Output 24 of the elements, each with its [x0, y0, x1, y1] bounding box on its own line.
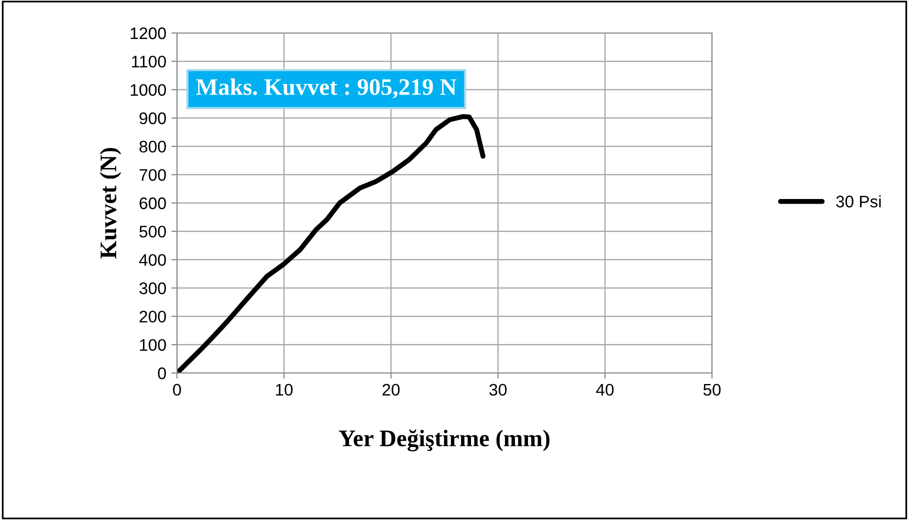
- line-series: [177, 114, 486, 373]
- y-tick-label: 0: [158, 367, 166, 380]
- y-tick-label: 500: [139, 226, 166, 238]
- x-tick-label: 0: [173, 384, 181, 396]
- y-tick-label: 300: [139, 282, 166, 294]
- x-tick-label: 30: [489, 384, 507, 396]
- y-tick-label: 400: [139, 254, 166, 266]
- x-tick-label: 10: [276, 384, 293, 396]
- y-tick-label: 900: [140, 112, 166, 124]
- annotation: Maks. Kuvvet : 905,219 N: [196, 78, 456, 98]
- y-tick-label: 700: [140, 169, 166, 181]
- x-axis-title: Yer Değiştirme (mm): [338, 430, 550, 452]
- y-axis-title: Kuvvet (N): [100, 148, 122, 259]
- y-tick-label: 1200: [130, 27, 166, 40]
- legend-label: 30 Psi: [836, 195, 881, 208]
- y-tick-label: 100: [140, 339, 166, 351]
- y-tick-label: 800: [140, 140, 166, 153]
- y-tick-label: 200: [140, 310, 166, 323]
- y-tick-label: 1000: [130, 84, 166, 96]
- y-tick-label: 1100: [132, 56, 166, 68]
- y-tick-label: 600: [140, 197, 166, 210]
- x-tick-label: 20: [382, 384, 400, 396]
- x-tick-label: 50: [703, 384, 721, 396]
- x-tick-label: 40: [596, 384, 614, 396]
